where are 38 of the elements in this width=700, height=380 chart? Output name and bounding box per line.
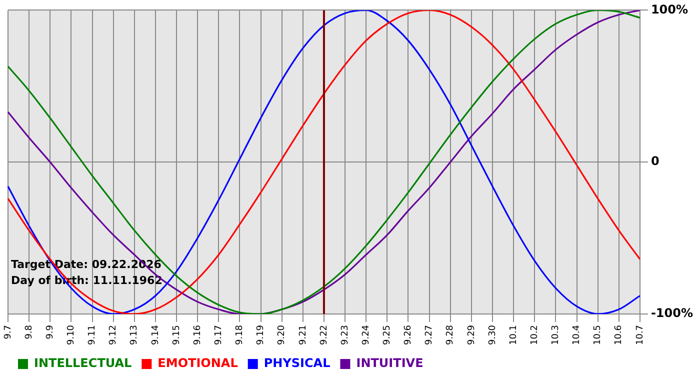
x-tick-label: 9.26: [404, 324, 414, 346]
x-tick-label: 9.25: [382, 324, 393, 346]
y-tick-label: 100%: [650, 2, 688, 16]
y-tick-label: -100%: [650, 306, 694, 320]
x-tick-label: 9.7: [3, 324, 14, 340]
x-tick-label: 9.27: [424, 324, 435, 346]
x-tick-label: 10.1: [508, 324, 519, 346]
x-tick-label: 9.24: [361, 324, 372, 346]
legend-label: INTELLECTUAL: [34, 356, 132, 370]
x-tick-label: 10.3: [551, 324, 562, 346]
x-tick-label: 9.13: [130, 324, 140, 346]
x-tick-label: 10.5: [593, 324, 604, 346]
x-tick-label: 9.12: [108, 324, 119, 346]
x-tick-label: 9.22: [319, 324, 330, 346]
x-tick-label: 10.2: [530, 324, 540, 346]
x-tick-label: 9.20: [277, 324, 288, 346]
x-tick-label: 9.8: [24, 324, 34, 340]
x-tick-label: 9.18: [235, 324, 246, 346]
legend-label: PHYSICAL: [264, 356, 331, 370]
x-tick-label: 9.14: [150, 324, 161, 346]
x-tick-label: 10.4: [572, 324, 582, 346]
x-tick-label: 9.29: [466, 324, 477, 346]
x-tick-label: 9.23: [340, 324, 350, 346]
x-tick-label: 10.6: [614, 324, 624, 346]
x-tick-label: 10.7: [635, 324, 646, 346]
x-tick-label: 9.15: [172, 324, 182, 346]
legend-label: EMOTIONAL: [158, 356, 238, 370]
x-tick-label: 9.19: [256, 324, 266, 346]
x-tick-label: 9.30: [488, 324, 498, 346]
y-tick-label: 0: [650, 154, 660, 168]
x-tick-label: 9.11: [88, 324, 98, 346]
x-tick-label: 9.17: [214, 324, 224, 346]
legend-label: INTUITIVE: [356, 356, 424, 370]
x-tick-label: 9.21: [298, 324, 308, 346]
x-tick-label: 9.28: [446, 324, 456, 346]
x-tick-label: 9.16: [192, 324, 203, 346]
x-tick-label: 9.10: [66, 324, 77, 346]
x-tick-label: 9.9: [45, 324, 56, 340]
